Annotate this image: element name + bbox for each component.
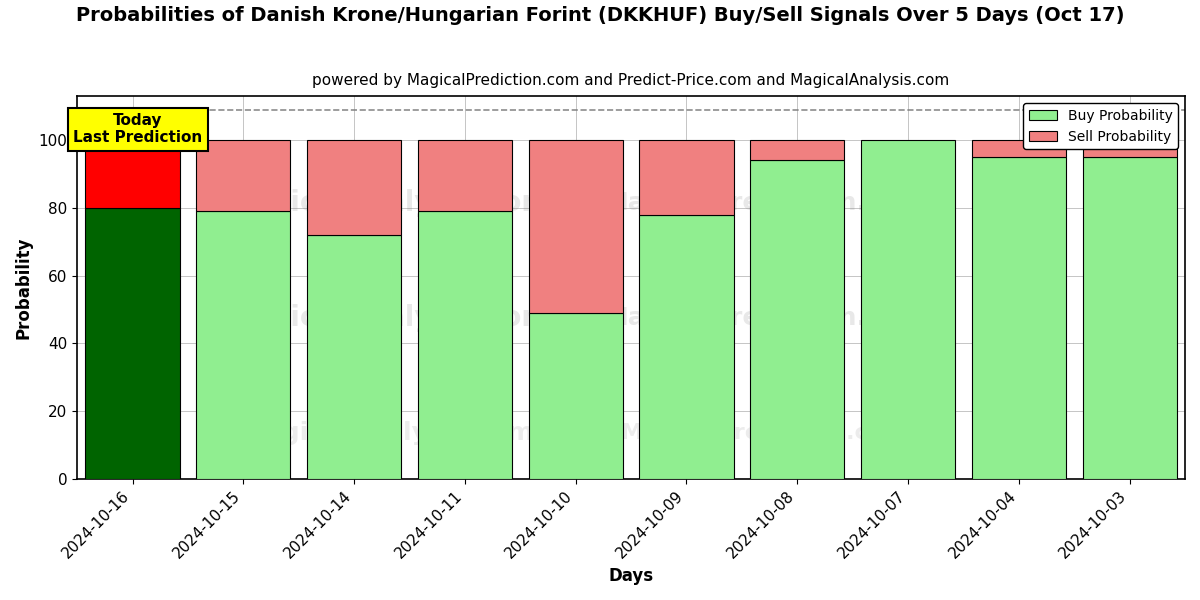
Y-axis label: Probability: Probability: [14, 236, 32, 339]
Text: MagicalPrediction.com: MagicalPrediction.com: [604, 306, 925, 330]
Bar: [1082, 157, 1177, 479]
Bar: [972, 157, 1066, 479]
Bar: [529, 313, 623, 479]
Bar: [750, 160, 845, 479]
Text: MagicalAnalysis.com: MagicalAnalysis.com: [224, 304, 551, 332]
Bar: [1082, 140, 1177, 157]
Title: powered by MagicalPrediction.com and Predict-Price.com and MagicalAnalysis.com: powered by MagicalPrediction.com and Pre…: [312, 73, 949, 88]
Bar: [85, 208, 180, 479]
Bar: [860, 140, 955, 479]
Bar: [418, 140, 512, 211]
Bar: [750, 140, 845, 160]
Bar: [972, 140, 1066, 157]
Bar: [418, 211, 512, 479]
Bar: [85, 140, 180, 208]
X-axis label: Days: Days: [608, 567, 654, 585]
Text: MagicalAnalysis.com: MagicalAnalysis.com: [240, 421, 534, 445]
Text: Probabilities of Danish Krone/Hungarian Forint (DKKHUF) Buy/Sell Signals Over 5 : Probabilities of Danish Krone/Hungarian …: [76, 6, 1124, 25]
Bar: [640, 140, 733, 215]
Bar: [307, 235, 401, 479]
Bar: [529, 140, 623, 313]
Bar: [197, 211, 290, 479]
Text: MagicalPrediction.com: MagicalPrediction.com: [604, 191, 925, 215]
Text: Today
Last Prediction: Today Last Prediction: [73, 113, 203, 145]
Bar: [640, 215, 733, 479]
Bar: [197, 140, 290, 211]
Text: MagicalAnalysis.com: MagicalAnalysis.com: [224, 189, 551, 217]
Bar: [307, 140, 401, 235]
Text: MagicalPrediction.com: MagicalPrediction.com: [622, 423, 907, 443]
Legend: Buy Probability, Sell Probability: Buy Probability, Sell Probability: [1024, 103, 1178, 149]
